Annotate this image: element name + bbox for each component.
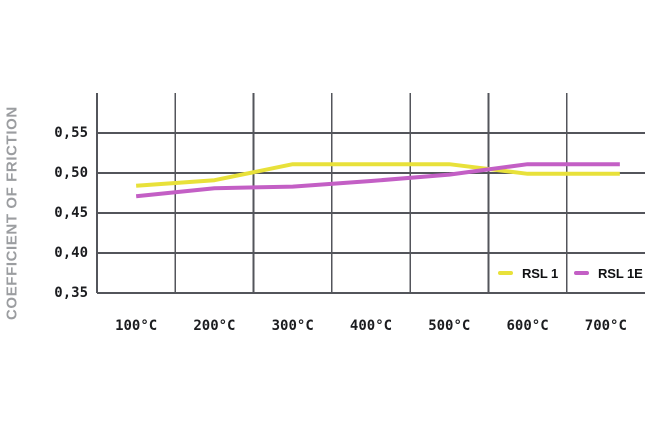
x-tick-label: 300°C bbox=[271, 318, 314, 334]
x-tick-label: 200°C bbox=[193, 318, 236, 334]
legend-label: RSL 1 bbox=[522, 265, 559, 281]
legend-label: RSL 1E bbox=[598, 265, 643, 281]
series-line-rsl-1e bbox=[135, 162, 620, 199]
y-tick-label: 0,55 bbox=[54, 125, 88, 141]
x-tick-label: 700°C bbox=[584, 318, 627, 334]
x-tick-label: 400°C bbox=[349, 318, 393, 334]
y-axis-title: COEFFICIENT OF FRICTION bbox=[3, 106, 21, 320]
x-tick-label: 500°C bbox=[428, 318, 471, 334]
y-tick-label: 0,35 bbox=[54, 285, 88, 301]
x-tick-label: 100°C bbox=[115, 318, 158, 334]
series-line-rsl-1 bbox=[136, 162, 620, 188]
plot-area: RSL 1 RSL 1E bbox=[96, 93, 645, 294]
legend-item-rsl-1e: RSL 1E bbox=[574, 265, 643, 281]
chart-svg bbox=[96, 93, 645, 294]
legend-item-rsl-1: RSL 1 bbox=[498, 265, 558, 281]
y-tick-label: 0,45 bbox=[54, 205, 88, 221]
y-tick-label: 0,40 bbox=[54, 245, 88, 261]
legend-swatch-icon bbox=[574, 271, 589, 275]
y-tick-label: 0,50 bbox=[54, 165, 88, 181]
x-tick-label: 600°C bbox=[506, 318, 549, 334]
legend-swatch-icon bbox=[498, 271, 513, 275]
